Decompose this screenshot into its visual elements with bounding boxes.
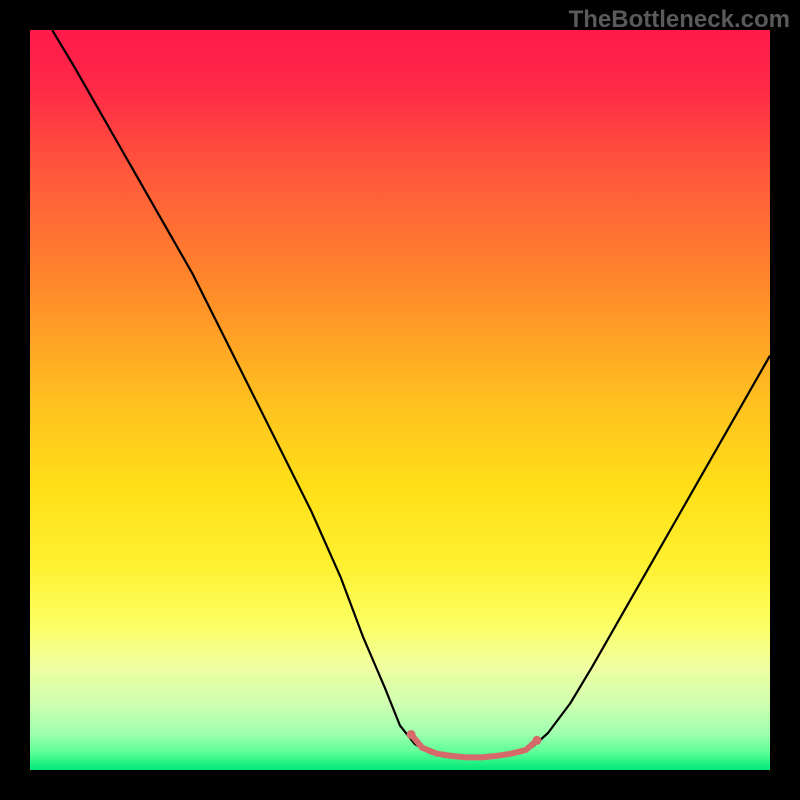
range-endpoint-dot (407, 730, 416, 739)
watermark-text: TheBottleneck.com (569, 6, 790, 34)
chart-container: TheBottleneck.com (0, 0, 800, 800)
chart-svg (30, 30, 770, 770)
range-endpoint-dot (532, 736, 541, 745)
plot-area (30, 30, 770, 770)
gradient-background (30, 30, 770, 770)
